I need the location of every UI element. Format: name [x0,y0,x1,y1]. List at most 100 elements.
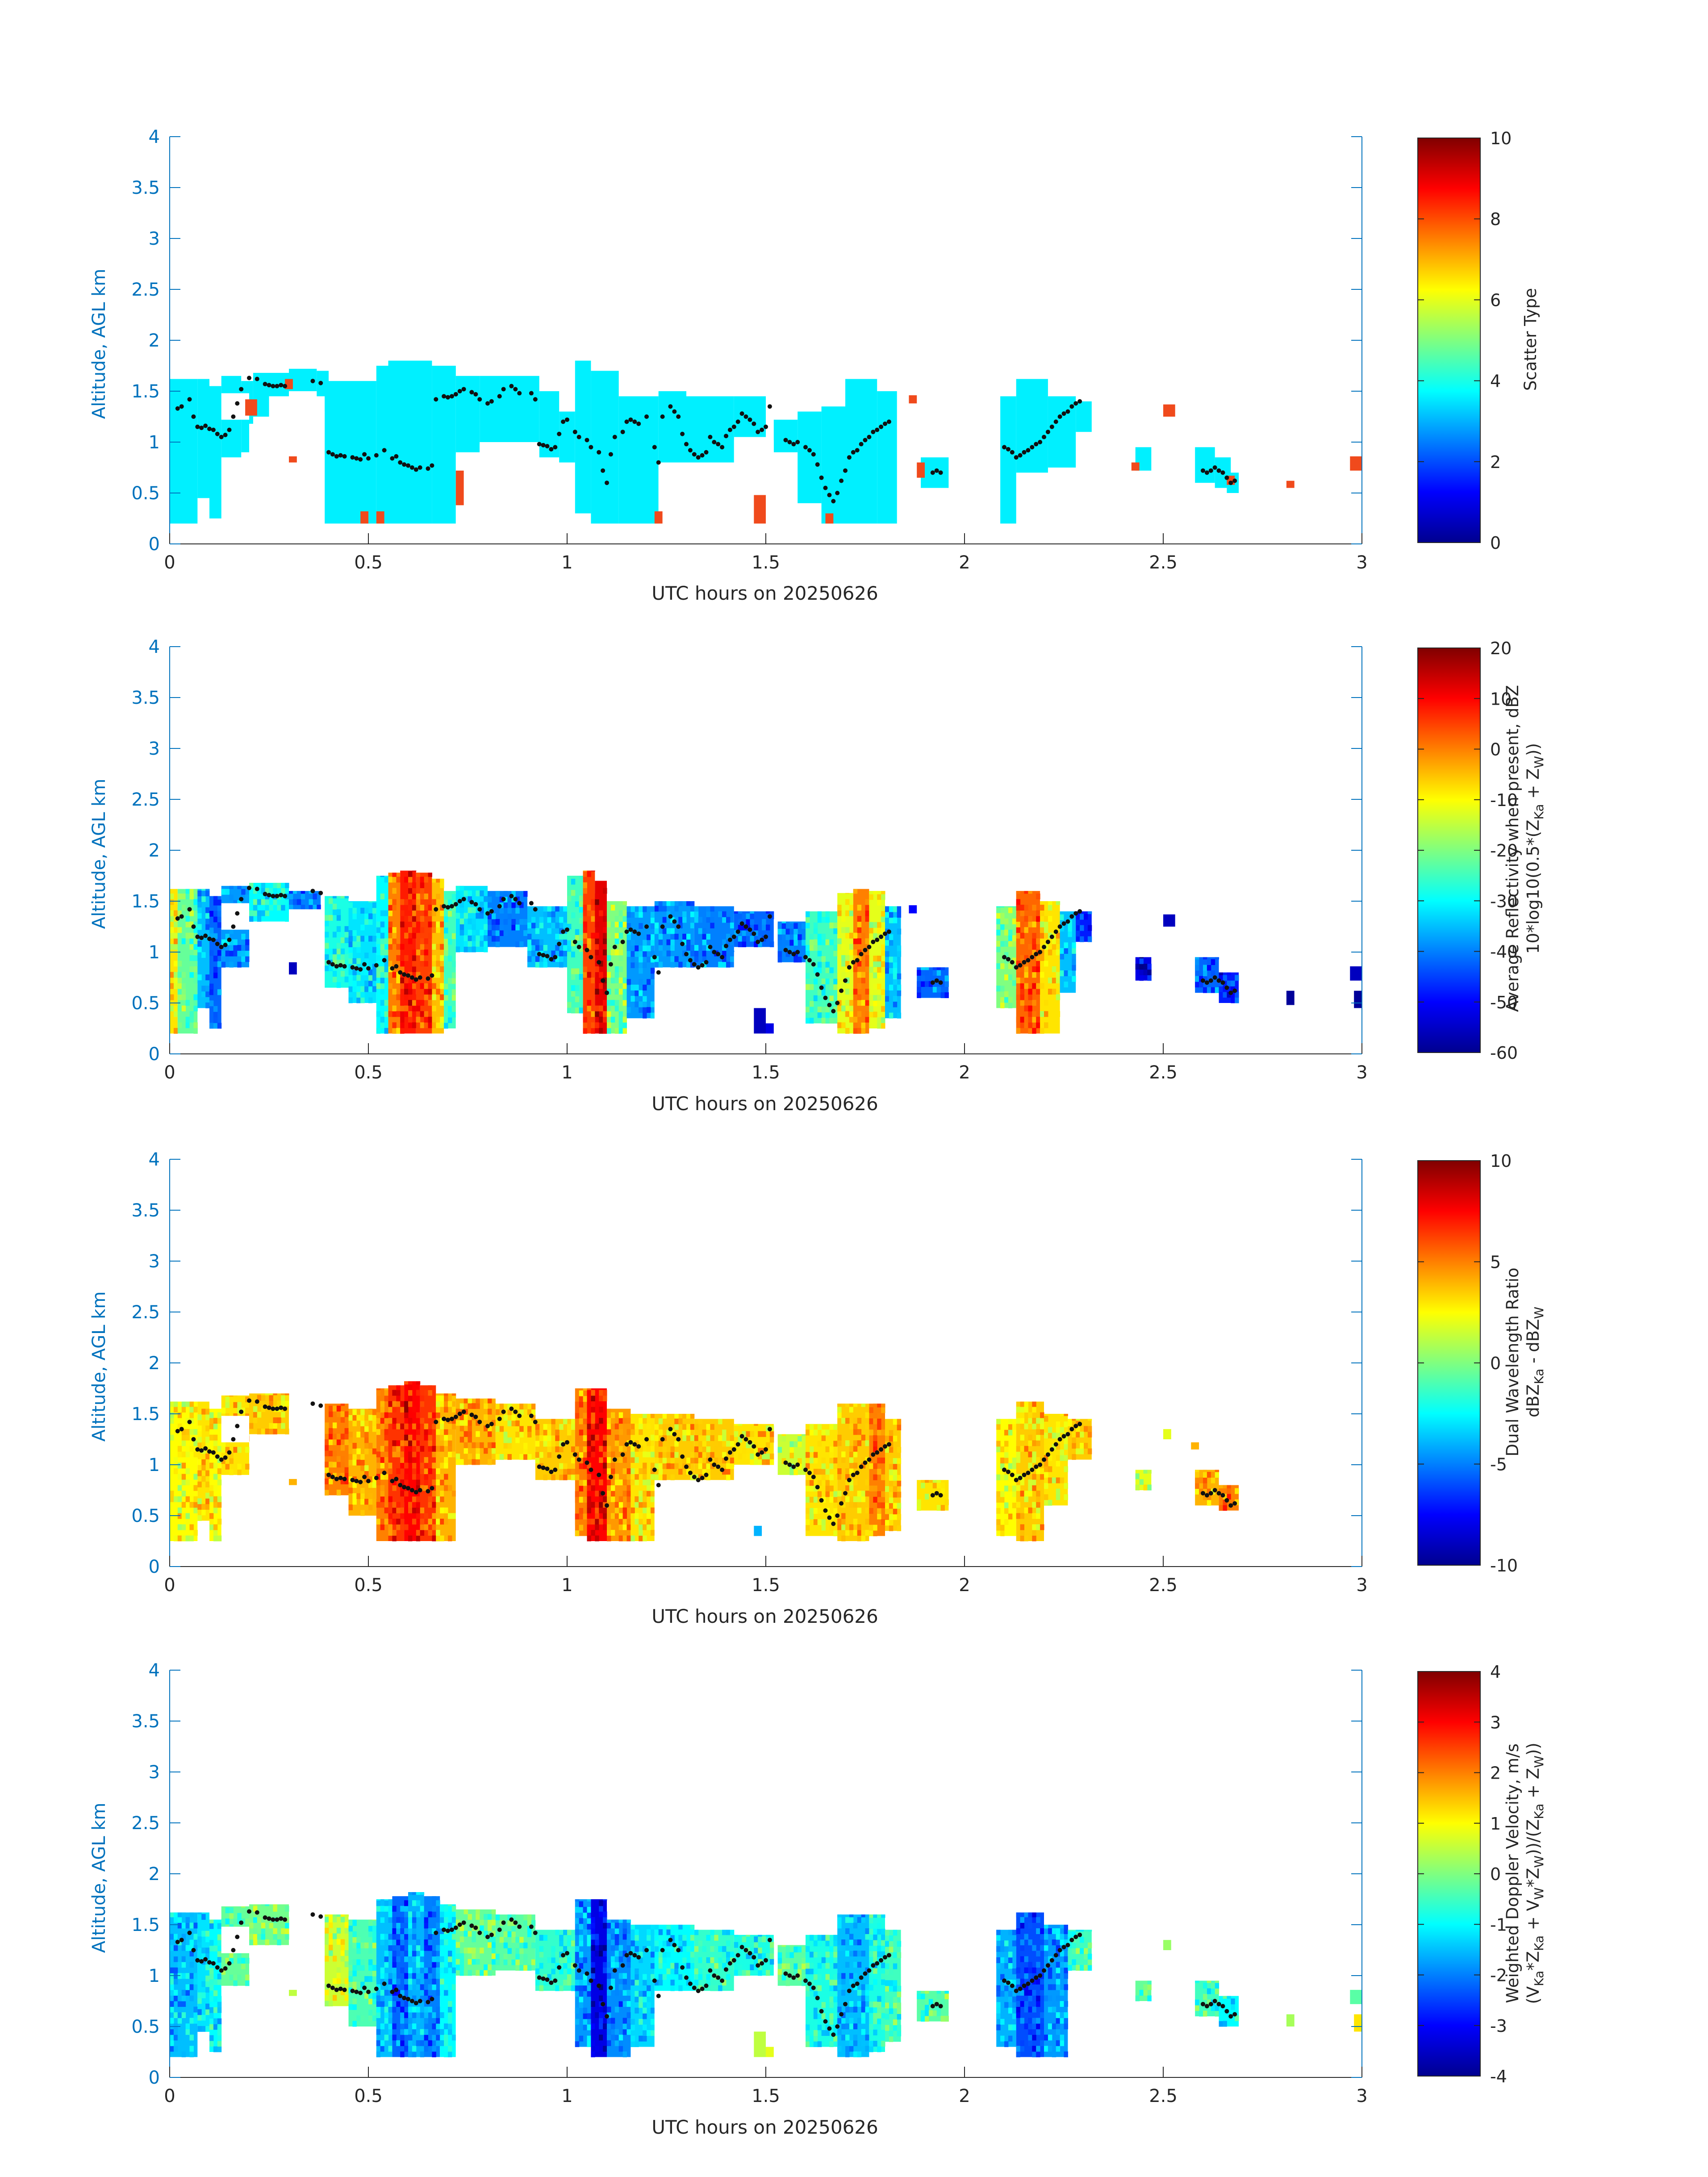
heatmap-texture [1235,1499,1239,1505]
heatmap-texture [380,983,385,989]
heatmap-texture [189,1502,194,1508]
heatmap-texture [603,1395,607,1401]
cloud-base-dot [886,1442,891,1447]
heatmap-texture [583,1412,587,1419]
heatmap-texture [647,934,651,940]
heatmap-texture [185,1984,190,1990]
heatmap-texture [340,1404,345,1406]
cloud-base-dot [219,1457,224,1462]
heatmap-texture [432,2029,436,2035]
cloud-base-dot [739,411,744,416]
heatmap-texture [575,1474,580,1480]
heatmap-texture [384,1395,388,1401]
heatmap-texture [344,1914,349,1917]
heatmap-texture [451,994,456,1001]
heatmap-texture [813,978,818,985]
heatmap-texture [587,1479,591,1486]
cloud-base-dot [489,1421,494,1426]
heatmap-texture [603,1462,607,1469]
heatmap-texture [376,1479,381,1486]
heatmap-texture [444,955,448,962]
heatmap-texture [233,950,238,957]
heatmap-texture [416,972,421,978]
cloud-base-dot [1216,1491,1221,1496]
heatmap-texture [869,994,873,1001]
heatmap-texture [622,921,627,928]
heatmap-texture [813,1496,818,1503]
heatmap-texture [269,904,273,911]
heatmap-texture [806,917,810,923]
heatmap-texture [281,1412,285,1418]
cloud-base-dot [871,940,876,944]
cloud-base-dot [271,1406,276,1411]
heatmap-texture [428,1385,432,1390]
heatmap-texture [1000,1525,1005,1531]
heatmap-texture [185,1479,190,1486]
heatmap-texture [209,1485,214,1491]
heatmap-texture [404,1005,409,1011]
cloud-base-dot [656,1483,661,1488]
heatmap-texture [829,1463,834,1469]
heatmap-texture [368,1493,373,1499]
heatmap-texture [451,1491,456,1497]
heatmap-texture [193,1407,198,1413]
heatmap-texture [197,1992,202,1998]
heatmap-texture [865,916,869,922]
heatmap-texture [384,1899,388,1901]
heatmap-texture [825,1469,830,1475]
heatmap-texture [1044,1483,1048,1489]
heatmap-texture [785,940,790,946]
cloud-base-dot [1069,914,1074,919]
heatmap-texture [1036,1022,1040,1028]
cloud-base-dot [326,960,331,965]
heatmap-texture [189,889,194,894]
heatmap-texture [420,882,425,888]
heatmap-texture [436,2023,440,2030]
heatmap-texture [396,1423,401,1429]
heatmap-gap [455,954,527,1034]
heatmap-texture [865,938,869,944]
heatmap-texture [468,1398,472,1404]
heatmap-texture [897,984,902,990]
cloud-base-dot [760,1450,764,1455]
heatmap-texture [424,2046,428,2052]
heatmap-texture [340,1989,345,1995]
y-tick-label: 4 [149,127,160,147]
heatmap-texture [1008,997,1013,1003]
heatmap-texture [1215,1488,1219,1495]
heatmap-texture [877,922,881,928]
heatmap-texture [416,1496,421,1502]
heatmap-cell [432,366,456,524]
heatmap-cell [618,396,659,524]
heatmap-texture [829,1446,834,1452]
heatmap-texture [464,935,468,941]
heatmap-texture [738,941,743,948]
heatmap-texture [897,911,902,918]
heatmap-texture [380,1000,385,1006]
heatmap-texture [253,1412,258,1418]
heatmap-texture [392,1401,397,1407]
heatmap-texture [384,910,388,916]
heatmap-texture [793,1441,798,1447]
heatmap-texture [173,1457,178,1463]
heatmap-texture [885,1486,889,1492]
heatmap-texture [583,1016,587,1023]
heatmap-texture [185,1518,190,1525]
heatmap-texture [1012,1458,1017,1464]
heatmap-texture [603,1390,607,1396]
x-tick-label: 0.5 [354,552,383,573]
cloud-base-dot [1026,958,1031,963]
heatmap-texture [1024,1005,1028,1011]
heatmap-texture [1060,914,1064,920]
heatmap-texture [853,1423,858,1429]
heatmap-texture [1020,1474,1024,1480]
heatmap-texture [821,1458,826,1464]
heatmap-texture [587,1418,591,1424]
heatmap-texture [392,1423,397,1429]
heatmap-texture [360,1993,365,1999]
heatmap-texture [817,939,822,945]
cloud-base-dot [739,921,744,926]
heatmap-texture [877,1502,881,1508]
heatmap-texture [539,922,544,928]
heatmap-texture [261,1406,266,1412]
